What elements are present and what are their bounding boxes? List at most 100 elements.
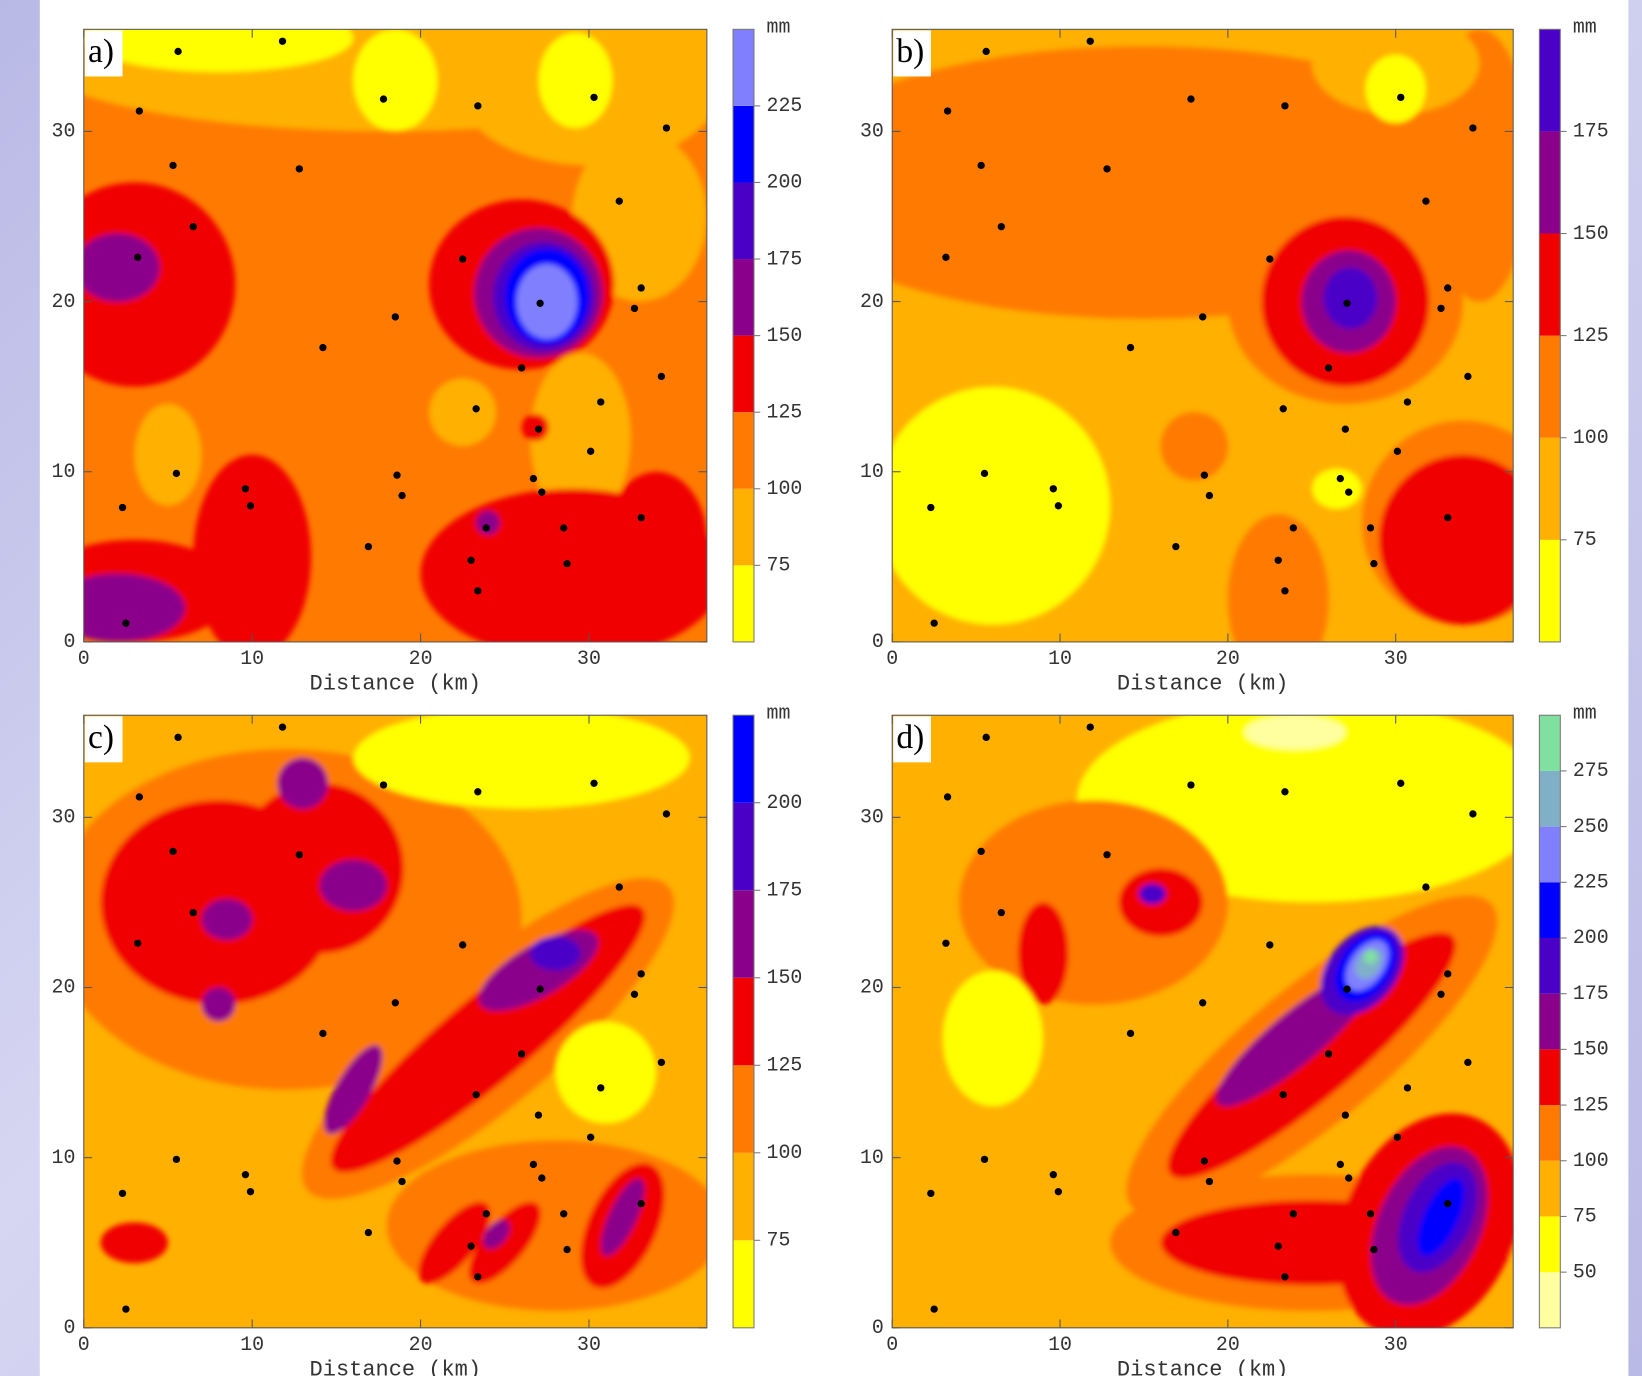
station [474,587,481,594]
rain-region [1161,412,1228,480]
station [983,734,990,741]
station [1422,198,1429,205]
field [16,0,757,659]
colorbar-bin [733,1153,754,1241]
x-tick-label: 30 [1384,1333,1408,1356]
station [663,124,670,131]
x-tick-label: 20 [409,647,433,670]
rain-region [517,264,578,339]
station [1343,300,1350,307]
rain-region [353,707,690,809]
station [1055,1188,1062,1195]
station [1337,1161,1344,1168]
station [1199,313,1206,320]
colorbar-unit: mm [767,15,791,38]
station [1464,373,1471,380]
station [616,198,623,205]
station [1444,514,1451,521]
station [1266,255,1273,262]
station [590,780,597,787]
colorbar-tick-label: 225 [1573,871,1609,894]
station [560,1210,567,1217]
station [247,502,254,509]
panel-label: d) [896,719,924,756]
station [981,1156,988,1163]
colorbar-tick-label: 125 [767,1054,803,1077]
station [927,1190,934,1197]
station [1280,405,1287,412]
colorbar-bin [1539,771,1560,827]
x-tick-label: 0 [886,1333,898,1356]
rain-region [538,33,612,128]
station [173,470,180,477]
colorbar-bin [1539,29,1560,131]
y-tick-label: 30 [860,806,884,829]
station [1394,448,1401,455]
station [174,734,181,741]
station [1087,723,1094,730]
colorbar-unit: mm [767,701,791,724]
rain-region [1245,715,1346,749]
station [380,781,387,788]
field [50,707,724,1328]
colorbar-bin [733,978,754,1066]
x-tick-label: 20 [409,1333,433,1356]
colorbar-bin [733,1240,754,1328]
y-tick-label: 10 [52,1146,76,1169]
station [365,1229,372,1236]
station [467,1242,474,1249]
station [483,1210,490,1217]
colorbar-bin [733,336,754,413]
station [173,1156,180,1163]
station [538,1174,545,1181]
station [472,405,479,412]
station [587,448,594,455]
station [998,223,1005,230]
station [1325,364,1332,371]
station [977,848,984,855]
station [1367,524,1374,531]
colorbar-tick-label: 150 [1573,222,1609,245]
station [169,162,176,169]
station [590,94,597,101]
station [663,810,670,817]
station [1342,426,1349,433]
station [1397,94,1404,101]
station [190,223,197,230]
station [1343,986,1350,993]
colorbar-tick-label: 175 [767,879,803,902]
station [1437,305,1444,312]
station [983,48,990,55]
station [474,788,481,795]
colorbar-bin [1539,1161,1560,1217]
rain-region [202,987,236,1021]
station [319,1030,326,1037]
colorbar-bin [733,715,754,803]
station [977,162,984,169]
station [459,941,466,948]
station [1469,810,1476,817]
station [134,940,141,947]
station [169,848,176,855]
y-tick-label: 30 [52,120,76,143]
x-tick-label: 20 [1216,647,1240,670]
colorbar-bin [1539,1049,1560,1105]
station [119,504,126,511]
station [247,1188,254,1195]
station [931,620,938,627]
station [1201,471,1208,478]
station [136,107,143,114]
colorbar-bin [1539,438,1560,540]
rain-region [101,1222,168,1263]
colorbar-tick-label: 125 [1573,1093,1609,1116]
y-tick-label: 0 [63,1316,75,1339]
station [319,344,326,351]
y-tick-label: 20 [52,290,76,313]
station [1266,941,1273,948]
station [1290,1210,1297,1217]
rain-region [134,404,201,506]
panel-label: a) [88,33,114,70]
y-tick-label: 30 [52,806,76,829]
station [530,1161,537,1168]
colorbar-bin [733,106,754,183]
